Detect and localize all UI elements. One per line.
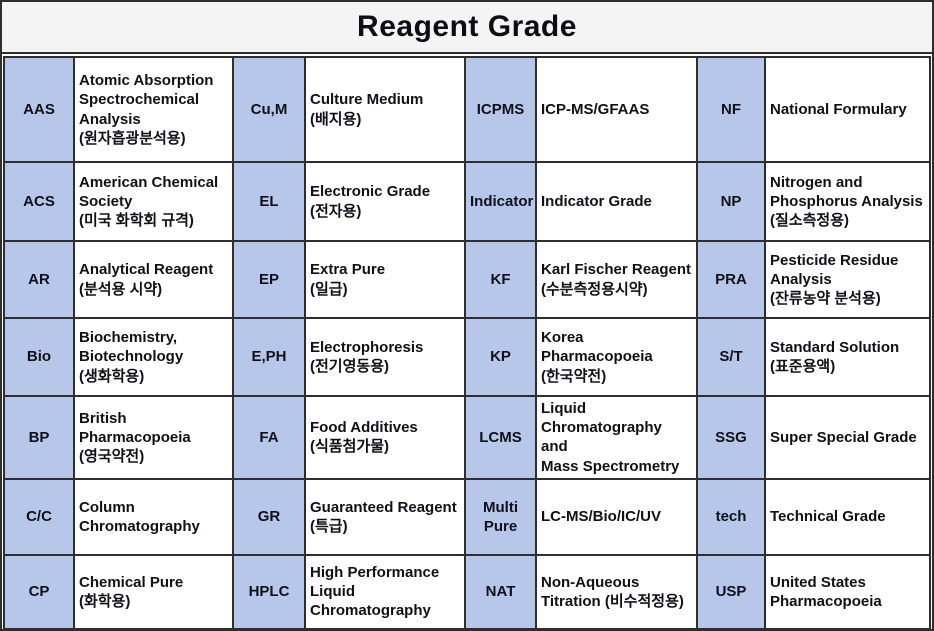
desc-cell: Extra Pure (일급) [304,240,466,319]
desc-cell: Indicator Grade [535,161,698,242]
table-row: BP British Pharmacopoeia (영국약전) FA Food … [3,395,931,480]
abbr-cell: SSG [696,395,766,480]
desc-cell: Electronic Grade (전자용) [304,161,466,242]
abbr-cell: KF [464,240,537,319]
abbr-cell: Multi Pure [464,477,537,556]
desc-cell: Nitrogen and Phosphorus Analysis (질소측정용) [764,161,931,242]
table-row: ACS American Chemical Society (미국 화학회 규격… [3,161,931,242]
desc-cell: Non-Aqueous Titration (비수적정용) [535,553,698,629]
table-row: CP Chemical Pure (화학용) HPLC High Perform… [3,553,931,629]
desc-cell: Standard Solution (표준용액) [764,317,931,397]
abbr-cell: KP [464,317,537,397]
abbr-cell: NP [696,161,766,242]
abbr-cell: PRA [696,240,766,319]
desc-cell: Guaranteed Reagent (특급) [304,477,466,556]
abbr-cell: ICPMS [464,56,537,163]
desc-cell: High Performance Liquid Chromatography [304,553,466,629]
desc-cell: Column Chromatography [73,477,234,556]
abbr-cell: E,PH [232,317,306,397]
abbr-cell: FA [232,395,306,480]
desc-cell: Technical Grade [764,477,931,556]
abbr-cell: EP [232,240,306,319]
desc-cell: Karl Fischer Reagent (수분측정용시약) [535,240,698,319]
desc-cell: Pesticide Residue Analysis (잔류농약 분석용) [764,240,931,319]
abbr-cell: Cu,M [232,56,306,163]
desc-cell: LC-MS/Bio/IC/UV [535,477,698,556]
desc-cell: Biochemistry, Biotechnology (생화학용) [73,317,234,397]
table-row: C/C Column Chromatography GR Guaranteed … [3,477,931,556]
table-row: AAS Atomic Absorption Spectrochemical An… [3,56,931,163]
abbr-cell: CP [3,553,75,629]
desc-cell: British Pharmacopoeia (영국약전) [73,395,234,480]
abbr-cell: AAS [3,56,75,163]
desc-cell: Korea Pharmacopoeia (한국약전) [535,317,698,397]
desc-cell: Super Special Grade [764,395,931,480]
table-row: Bio Biochemistry, Biotechnology (생화학용) E… [3,317,931,397]
desc-cell: National Formulary [764,56,931,163]
abbr-cell: LCMS [464,395,537,480]
desc-cell: Liquid Chromatography and Mass Spectrome… [535,395,698,480]
abbr-cell: AR [3,240,75,319]
page-title: Reagent Grade [357,10,577,43]
desc-cell: Chemical Pure (화학용) [73,553,234,629]
desc-cell: Food Additives (식품첨가물) [304,395,466,480]
abbr-cell: tech [696,477,766,556]
abbr-cell: BP [3,395,75,480]
desc-cell: Culture Medium (배지용) [304,56,466,163]
desc-cell: ICP-MS/GFAAS [535,56,698,163]
desc-cell: Electrophoresis (전기영동용) [304,317,466,397]
abbr-cell: S/T [696,317,766,397]
abbr-cell: USP [696,553,766,629]
abbr-cell: GR [232,477,306,556]
desc-cell: Atomic Absorption Spectrochemical Analys… [73,56,234,163]
title-bar: Reagent Grade [2,2,932,54]
abbr-cell: NAT [464,553,537,629]
abbr-cell: Indicator [464,161,537,242]
abbr-cell: EL [232,161,306,242]
abbr-cell: C/C [3,477,75,556]
desc-cell: American Chemical Society (미국 화학회 규격) [73,161,234,242]
table-row: AR Analytical Reagent (분석용 시약) EP Extra … [3,240,931,319]
abbr-cell: Bio [3,317,75,397]
abbr-cell: NF [696,56,766,163]
reagent-grade-table: AAS Atomic Absorption Spectrochemical An… [3,56,931,629]
abbr-cell: HPLC [232,553,306,629]
abbr-cell: ACS [3,161,75,242]
desc-cell: United States Pharmacopoeia [764,553,931,629]
desc-cell: Analytical Reagent (분석용 시약) [73,240,234,319]
